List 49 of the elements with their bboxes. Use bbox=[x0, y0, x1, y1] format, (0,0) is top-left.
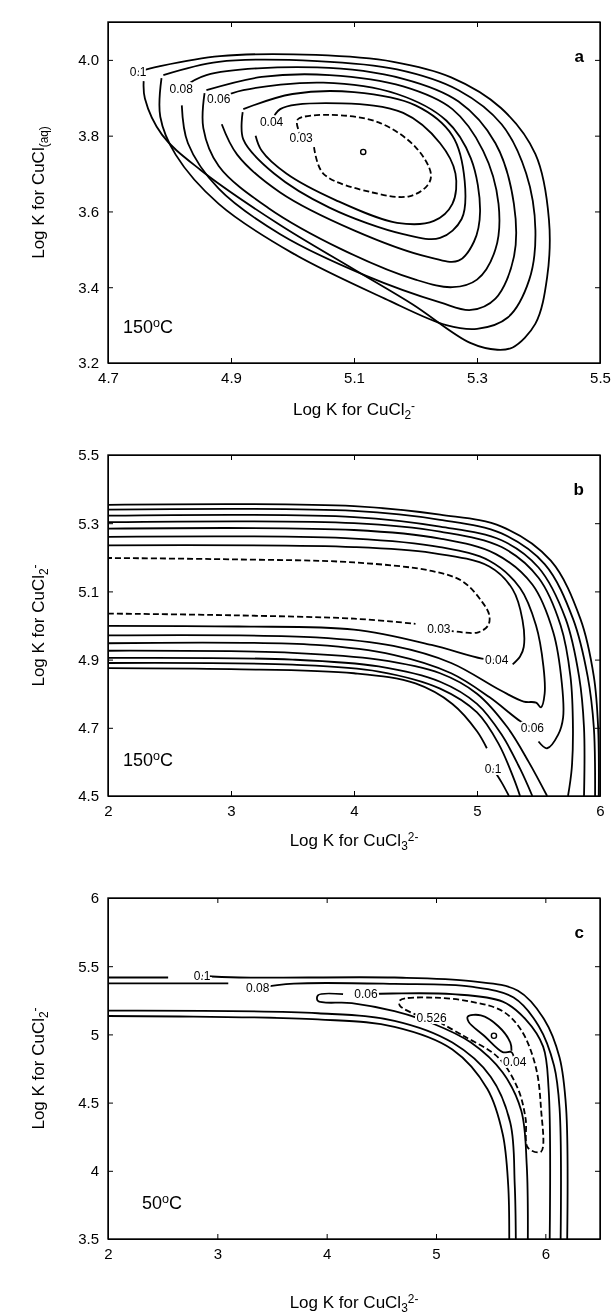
series-label: 0.1 bbox=[484, 761, 502, 776]
annotation: 50$^{o}$C bbox=[142, 1192, 183, 1213]
y-tick-label: 4.7 bbox=[78, 719, 99, 737]
series-label: 0.03 bbox=[289, 130, 314, 145]
x-tick-label: 3 bbox=[227, 801, 236, 819]
x-tick-label: 3 bbox=[213, 1244, 223, 1262]
annotation: a bbox=[574, 47, 585, 66]
annotation: 150$^{o}$C bbox=[123, 316, 174, 337]
series-label: 0.04 bbox=[259, 115, 284, 130]
annotation: c bbox=[574, 923, 584, 942]
y-tick-label: 6 bbox=[90, 889, 99, 907]
y-tick-label: 5 bbox=[90, 1025, 99, 1043]
y-tick-label: 4.5 bbox=[78, 787, 99, 805]
x-tick-label: 5 bbox=[432, 1244, 441, 1262]
y-tick-label: 4 bbox=[90, 1162, 99, 1180]
series-label: 0.08 bbox=[246, 981, 270, 996]
series-label: 0.06 bbox=[520, 720, 545, 735]
series-label: 0.03 bbox=[427, 621, 451, 636]
x-tick-label: 2 bbox=[104, 1244, 113, 1262]
y-tick-label: 4.0 bbox=[78, 51, 99, 69]
y-tick-label: 5.3 bbox=[78, 514, 99, 532]
x-tick-label: 4 bbox=[322, 1244, 332, 1262]
x-tick-label: 5.5 bbox=[590, 368, 611, 386]
x-tick-label: 5.3 bbox=[467, 368, 488, 386]
y-tick-label: 3.4 bbox=[78, 278, 99, 296]
series-label: 0.1 bbox=[129, 64, 147, 79]
x-tick-label: 5.1 bbox=[344, 368, 365, 386]
y-tick-label: 3.5 bbox=[78, 1230, 99, 1248]
series-label: 0.1 bbox=[193, 968, 211, 983]
series-label: 0.06 bbox=[354, 987, 379, 1002]
series-label: 0.08 bbox=[169, 81, 194, 96]
series-label: 0.04 bbox=[485, 652, 509, 667]
x-tick-label: 2 bbox=[104, 801, 113, 819]
x-tick-label: 4.9 bbox=[221, 368, 242, 386]
series-label: 0.06 bbox=[207, 91, 231, 106]
y-tick-label: 4.5 bbox=[78, 1093, 99, 1111]
y-tick-label: 3.6 bbox=[78, 202, 99, 220]
y-tick-label: 5.5 bbox=[78, 446, 99, 464]
y-tick-label: 3.8 bbox=[78, 126, 99, 144]
x-tick-label: 6 bbox=[596, 801, 605, 819]
y-tick-label: 4.9 bbox=[78, 650, 99, 668]
x-tick-label: 6 bbox=[541, 1244, 551, 1262]
y-tick-label: 5.1 bbox=[78, 582, 99, 600]
annotation: 150$^{o}$C bbox=[123, 749, 174, 770]
x-tick-label: 4 bbox=[350, 801, 359, 819]
y-tick-label: 3.2 bbox=[78, 354, 99, 372]
x-tick-label: 5 bbox=[473, 801, 482, 819]
annotation: b bbox=[573, 480, 584, 499]
y-tick-label: 5.5 bbox=[78, 957, 99, 975]
